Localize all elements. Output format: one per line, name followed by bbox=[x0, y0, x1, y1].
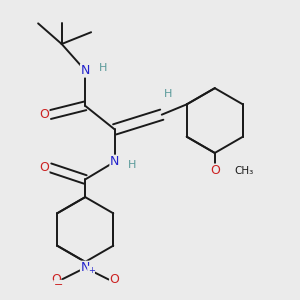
Text: N: N bbox=[80, 261, 90, 274]
Text: H: H bbox=[164, 89, 172, 99]
Text: O: O bbox=[39, 161, 49, 174]
Text: O: O bbox=[51, 273, 61, 286]
Text: CH₃: CH₃ bbox=[235, 166, 254, 176]
Text: +: + bbox=[88, 266, 94, 275]
Text: O: O bbox=[110, 273, 120, 286]
Text: O: O bbox=[39, 108, 49, 121]
Text: N: N bbox=[110, 155, 119, 168]
Text: N: N bbox=[80, 64, 90, 77]
Text: O: O bbox=[210, 164, 220, 177]
Text: H: H bbox=[99, 63, 107, 73]
Text: −: − bbox=[54, 280, 63, 290]
Text: H: H bbox=[128, 160, 136, 170]
